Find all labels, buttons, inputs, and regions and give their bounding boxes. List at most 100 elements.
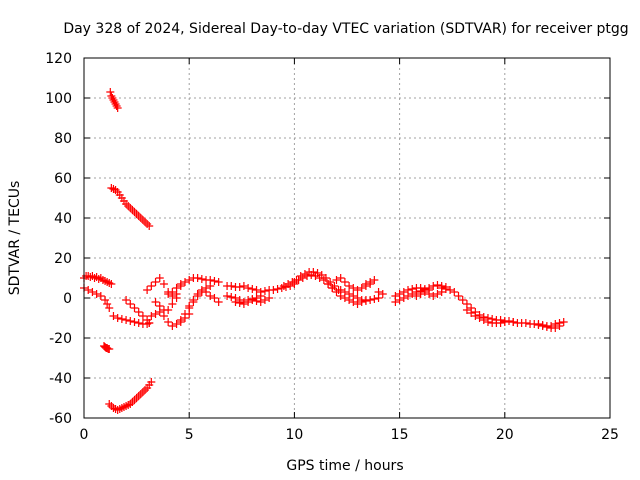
data-point	[361, 297, 370, 305]
data-point	[92, 290, 101, 298]
data-point	[151, 278, 160, 286]
data-point	[151, 298, 160, 306]
data-point	[172, 284, 181, 292]
data-point	[214, 298, 223, 306]
data-point	[88, 288, 97, 296]
data-points	[80, 88, 568, 414]
data-point	[159, 280, 168, 288]
data-point	[374, 288, 383, 296]
data-point	[239, 282, 248, 290]
data-point	[496, 319, 505, 327]
data-point	[279, 282, 288, 290]
data-point	[391, 292, 400, 300]
data-point	[210, 277, 219, 285]
data-point	[155, 274, 164, 282]
data-point	[180, 278, 189, 286]
data-point	[429, 282, 438, 290]
data-point	[117, 315, 126, 323]
series-hump-lower	[290, 271, 337, 292]
data-point	[319, 276, 328, 284]
data-point	[345, 290, 354, 298]
data-point	[349, 292, 358, 300]
data-point	[145, 319, 154, 327]
data-point	[193, 290, 202, 298]
data-point	[210, 294, 219, 302]
series-long-fall-b	[462, 306, 509, 327]
data-point	[252, 286, 261, 294]
data-point	[235, 283, 244, 291]
data-point	[483, 318, 492, 326]
data-point	[206, 282, 215, 290]
data-point	[336, 274, 345, 282]
data-point	[458, 296, 467, 304]
data-point	[189, 296, 198, 304]
data-point	[164, 306, 173, 314]
data-point	[134, 319, 143, 327]
data-point	[193, 274, 202, 282]
data-point	[185, 276, 194, 284]
y-tick-label: 80	[54, 131, 72, 147]
x-tick-label: 15	[391, 427, 409, 443]
data-point	[168, 322, 177, 330]
data-point	[303, 272, 312, 280]
data-point	[479, 316, 488, 324]
data-point	[235, 299, 244, 307]
data-point	[395, 290, 404, 298]
series-left-rise	[122, 296, 154, 327]
x-tick-label: 20	[496, 427, 514, 443]
x-tick-label: 10	[285, 427, 303, 443]
series-cluster-12c	[336, 286, 383, 305]
data-point	[206, 292, 215, 300]
data-point	[227, 293, 236, 301]
data-point	[311, 272, 320, 280]
data-point	[353, 286, 362, 294]
data-point	[143, 286, 152, 294]
data-point	[126, 300, 135, 308]
series-mid-arch	[164, 274, 223, 298]
y-tick-label: -40	[49, 371, 72, 387]
data-point	[555, 322, 564, 330]
data-point	[231, 298, 240, 306]
data-point	[252, 297, 261, 305]
data-point	[505, 317, 514, 325]
data-point	[223, 292, 232, 300]
data-point	[112, 102, 121, 110]
data-point	[256, 288, 265, 296]
data-point	[155, 302, 164, 310]
data-point	[113, 104, 122, 112]
data-point	[399, 288, 408, 296]
data-point	[475, 314, 484, 322]
data-point	[109, 312, 118, 320]
data-point	[412, 292, 421, 300]
data-point	[340, 288, 349, 296]
data-point	[113, 314, 122, 322]
data-point	[328, 284, 337, 292]
data-point	[147, 312, 156, 320]
data-point	[294, 276, 303, 284]
data-point	[122, 316, 131, 324]
data-point	[366, 296, 375, 304]
y-tick-label: 60	[54, 171, 72, 187]
data-point	[244, 298, 253, 306]
y-tick-label: -20	[49, 331, 72, 347]
data-point	[147, 282, 156, 290]
grid-lines	[84, 58, 610, 418]
data-point	[441, 285, 450, 293]
data-point	[425, 290, 434, 298]
data-point	[471, 312, 480, 320]
data-point	[404, 286, 413, 294]
data-point	[105, 345, 114, 353]
data-point	[462, 306, 471, 314]
data-point	[260, 287, 269, 295]
data-point	[151, 310, 160, 318]
data-point	[176, 316, 185, 324]
data-point	[353, 294, 362, 302]
data-point	[138, 312, 147, 320]
data-point	[420, 288, 429, 296]
data-point	[176, 280, 185, 288]
data-point	[164, 290, 173, 298]
data-point	[361, 280, 370, 288]
data-point	[290, 278, 299, 286]
data-point	[538, 322, 547, 330]
series-high-arc	[106, 88, 122, 112]
